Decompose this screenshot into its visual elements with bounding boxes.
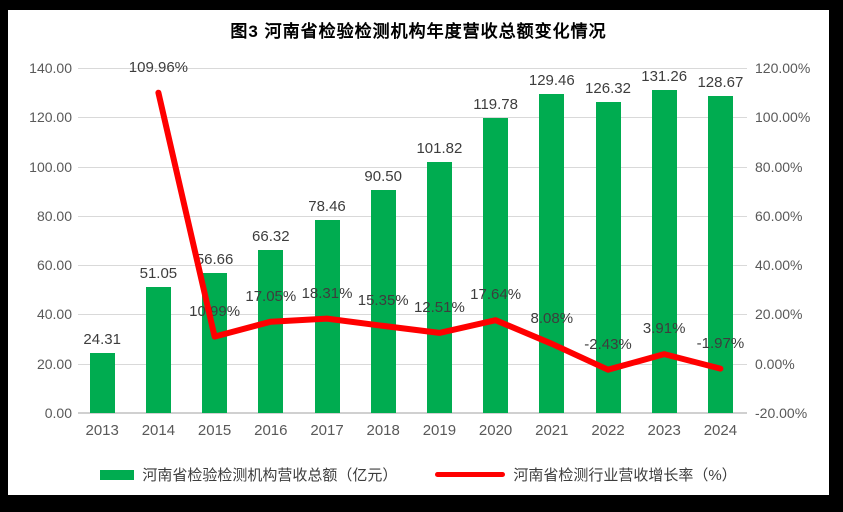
line-value-label: -1.97% (696, 334, 745, 352)
line-value-label: 17.64% (470, 286, 522, 304)
legend-label-revenue: 河南省检验检测机构营收总额（亿元） (142, 467, 398, 484)
y-axis-tick-left: 100.00 (29, 158, 72, 175)
revenue-bar (595, 101, 621, 413)
x-axis-tick: 2019 (422, 422, 457, 439)
line-value-label: 18.31% (301, 284, 353, 302)
y-axis-tick-left: 140.00 (29, 60, 72, 76)
legend-bar-swatch-icon (100, 469, 135, 480)
bar-value-label: 78.46 (308, 197, 346, 215)
x-axis-tick: 2022 (591, 422, 625, 439)
revenue-bar (89, 353, 115, 413)
gridline (78, 117, 747, 119)
x-axis-tick: 2023 (647, 422, 681, 439)
x-axis-tick: 2014 (141, 422, 176, 439)
gridline (78, 68, 747, 69)
y-axis-tick-right: -20.00% (755, 405, 808, 421)
revenue-bar (145, 287, 171, 413)
bar-value-label: 101.82 (416, 140, 463, 158)
x-axis-tick: 2015 (197, 422, 232, 439)
x-axis-tick: 2018 (366, 422, 400, 439)
revenue-bar (202, 273, 228, 413)
y-axis-tick-left: 60.00 (36, 257, 72, 274)
legend-line-swatch-icon (435, 472, 506, 477)
bar-value-label: 90.50 (364, 167, 402, 185)
bar-value-label: 126.32 (585, 79, 631, 97)
revenue-bar (651, 89, 677, 413)
bar-value-label: 128.67 (697, 73, 744, 91)
y-axis-tick-left: 0.00 (44, 405, 72, 421)
line-value-label: 17.05% (245, 287, 297, 305)
line-value-label: 8.08% (530, 309, 574, 327)
legend: 河南省检验检测机构营收总额（亿元） 河南省检测行业营收增长率（%） (8, 464, 829, 485)
line-value-label: 109.96% (128, 58, 188, 76)
bar-value-label: 131.26 (641, 67, 688, 85)
y-axis-tick-left: 20.00 (36, 355, 72, 372)
x-axis-line (78, 412, 747, 414)
x-axis-tick: 2020 (478, 422, 513, 439)
bar-value-label: 51.05 (139, 265, 178, 283)
bar-value-label: 119.78 (473, 95, 518, 113)
y-axis-tick-left: 120.00 (29, 109, 72, 126)
legend-item-revenue: 河南省检验检测机构营收总额（亿元） (100, 464, 397, 485)
y-axis-tick-right: 120.00% (755, 60, 811, 76)
y-axis-tick-right: 80.00% (755, 158, 803, 175)
y-axis-tick-right: 0.00% (755, 355, 795, 372)
x-axis-tick: 2021 (535, 422, 569, 439)
gridline (78, 314, 747, 316)
bar-value-label: 24.31 (83, 331, 121, 349)
chart-title: 图3 河南省检验检测机构年度营收总额变化情况 (230, 22, 607, 41)
x-axis-tick: 2024 (703, 422, 738, 439)
gridline (78, 363, 747, 365)
revenue-bar (707, 95, 733, 413)
legend-label-growth: 河南省检测行业营收增长率（%） (513, 467, 737, 484)
gridline (78, 265, 747, 267)
plot-area: 图3 河南省检验检测机构年度营收总额变化情况 140.00 120.00% 120.… (8, 10, 829, 495)
y-axis-tick-right: 60.00% (755, 207, 803, 224)
x-axis-tick: 2013 (85, 422, 119, 439)
y-axis-tick-right: 20.00% (755, 306, 803, 323)
revenue-bar (314, 219, 340, 413)
line-value-label: 12.51% (413, 298, 465, 316)
line-value-label: 3.91% (642, 320, 686, 338)
gridline (78, 215, 747, 217)
y-axis-tick-left: 80.00 (36, 207, 72, 224)
y-axis-tick-left: 40.00 (36, 306, 72, 323)
bar-value-label: 129.46 (528, 71, 575, 89)
bar-value-label: 56.66 (195, 251, 234, 269)
line-value-label: 15.35% (357, 291, 409, 309)
legend-item-growth: 河南省检测行业营收增长率（%） (435, 464, 737, 485)
revenue-bar (258, 249, 284, 413)
x-axis-tick: 2016 (254, 422, 288, 439)
gridline (78, 166, 747, 168)
y-axis-tick-right: 40.00% (755, 257, 803, 274)
y-axis-tick-right: 100.00% (755, 109, 811, 126)
bar-value-label: 66.32 (252, 227, 290, 245)
revenue-bar (539, 93, 565, 413)
x-axis-tick: 2017 (310, 422, 344, 439)
line-value-label: 10.99% (189, 302, 241, 320)
revenue-bar (426, 162, 452, 413)
revenue-bar (483, 117, 509, 413)
line-value-label: -2.43% (584, 335, 632, 353)
